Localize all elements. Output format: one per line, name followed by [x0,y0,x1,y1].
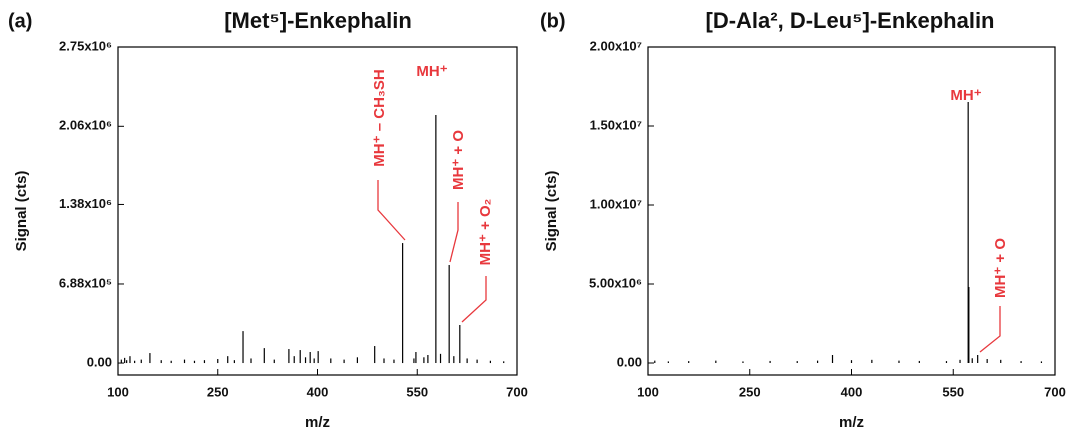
annotation: MH⁺ + O [450,130,467,190]
chart-title: [D-Ala², D-Leu⁵]-Enkephalin [706,8,995,33]
y-tick-label: 0.00 [87,354,112,369]
plot-frame [117,46,518,376]
y-tick-label: 1.38x10⁶ [59,196,112,211]
x-tick-label: 700 [506,384,528,399]
panel-label: (a) [8,10,32,32]
x-tick-label: 550 [406,384,428,399]
y-tick-label: 5.00x10⁶ [589,275,642,290]
annotation: MH⁺ + O₂ [477,199,494,266]
x-axis-label: m/z [305,414,330,431]
y-tick-label: 6.88x10⁵ [59,275,112,290]
annotation: MH⁺ [416,63,447,80]
y-tick-label: 2.06x10⁶ [59,118,112,133]
annotation: MH⁺ + O [992,238,1009,298]
leader-line [377,180,406,241]
leader-line [449,202,459,263]
panel-label: (b) [540,10,566,32]
x-tick-label: 400 [307,384,329,399]
x-tick-label: 400 [841,384,863,399]
x-tick-label: 250 [207,384,229,399]
x-tick-label: 100 [107,384,129,399]
y-tick-label: 2.75x10⁶ [59,38,112,53]
leader-line [979,306,1001,353]
annotation: MH⁺ [950,87,981,104]
x-tick-label: 250 [739,384,761,399]
y-tick-label: 0.00 [617,354,642,369]
annotation: MH⁺ – CH₃SH [371,69,388,166]
y-tick-label: 1.50x10⁷ [590,117,642,132]
y-tick-label: 1.00x10⁷ [590,196,642,211]
x-tick-label: 550 [942,384,964,399]
y-axis-label: Signal (cts) [13,171,30,252]
y-axis-label: Signal (cts) [543,171,560,252]
panel: (b) [D-Ala², D-Leu⁵]-Enkephalin m/z Signal … [540,8,1066,431]
x-tick-label: 100 [637,384,659,399]
chart-title: [Met⁵]-Enkephalin [224,8,412,33]
x-axis-label: m/z [839,414,864,431]
leader-line [461,276,487,323]
plot-frame [647,46,1056,376]
x-tick-label: 700 [1044,384,1066,399]
y-tick-label: 2.00x10⁷ [590,38,642,53]
panel: (a) [Met⁵]-Enkephalin m/z Signal (cts) 100 25… [8,8,528,431]
